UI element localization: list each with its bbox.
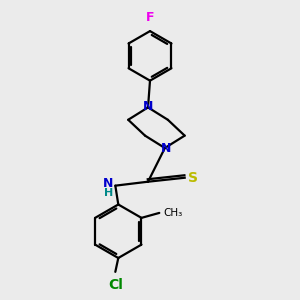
Text: Cl: Cl (108, 278, 123, 292)
Text: S: S (188, 171, 198, 185)
Text: N: N (143, 100, 153, 113)
Text: CH₃: CH₃ (163, 208, 182, 218)
Text: N: N (161, 142, 171, 154)
Text: H: H (104, 188, 113, 198)
Text: F: F (146, 11, 154, 24)
Text: N: N (103, 177, 113, 190)
